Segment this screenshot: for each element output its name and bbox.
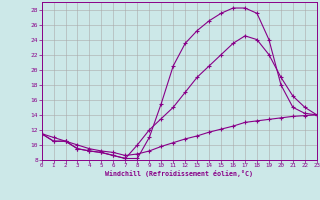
X-axis label: Windchill (Refroidissement éolien,°C): Windchill (Refroidissement éolien,°C): [105, 170, 253, 177]
